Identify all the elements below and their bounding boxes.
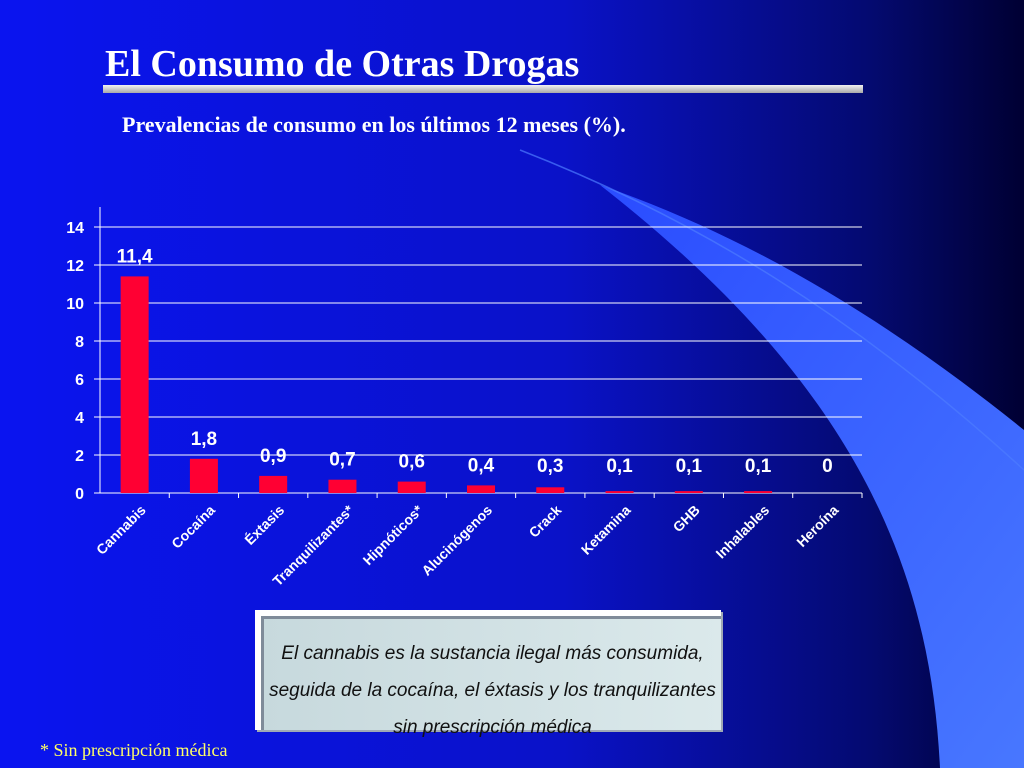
- footnote: * Sin prescripción médica: [40, 740, 228, 760]
- category-label-6: Crack: [526, 502, 565, 541]
- y-tick-label: 14: [66, 220, 84, 237]
- bar-1: [189, 458, 218, 493]
- y-tick-label: 12: [66, 258, 84, 275]
- decorative-swoosh-line: [519, 149, 1024, 471]
- category-label-2: Éxtasis: [241, 502, 287, 548]
- y-tick-label: 8: [75, 334, 84, 351]
- value-label-4: 0,6: [399, 452, 425, 473]
- bar-0: [120, 276, 149, 493]
- category-label-8: GHB: [670, 502, 703, 535]
- gridlines: [100, 226, 862, 456]
- category-label-10: Heroína: [793, 502, 841, 550]
- value-label-2: 0,9: [260, 446, 286, 467]
- y-tick-label: 2: [75, 448, 84, 465]
- bar-9: [744, 491, 773, 493]
- y-tick-label: 10: [66, 296, 84, 313]
- slide-title: El Consumo de Otras Drogas: [105, 43, 580, 85]
- value-label-1: 1,8: [191, 429, 217, 450]
- value-label-10: 0: [822, 456, 833, 477]
- value-label-7: 0,1: [606, 456, 633, 477]
- bar-4: [397, 481, 426, 493]
- value-label-3: 0,7: [329, 450, 355, 471]
- y-tick-label: 4: [75, 410, 84, 427]
- value-label-5: 0,4: [468, 455, 495, 476]
- category-label-0: Cannabis: [93, 502, 149, 558]
- category-label-7: Ketamina: [578, 502, 634, 558]
- value-label-6: 0,3: [537, 456, 563, 477]
- value-label-8: 0,1: [676, 456, 703, 477]
- value-labels: 11,4 1,8 0,9 0,7 0,6 0,4 0,3 0,1 0,1 0,1 0: [117, 246, 833, 477]
- y-tick-label: 6: [75, 372, 84, 389]
- value-label-9: 0,1: [745, 456, 772, 477]
- category-label-5: Alucinógenos: [418, 502, 495, 579]
- bar-3: [328, 479, 357, 493]
- callout-inner: El cannabis es la sustancia ilegal más c…: [261, 616, 721, 738]
- bar-6: [536, 487, 565, 493]
- bar-8: [674, 491, 703, 493]
- category-label-9: Inhalables: [712, 502, 772, 562]
- category-label-1: Cocaína: [168, 502, 218, 552]
- chart-subtitle: Prevalencias de consumo en los últimos 1…: [122, 112, 626, 137]
- category-label-4: Hipnóticos*: [360, 501, 427, 568]
- y-axis-ticks: 0 2 4 6 8 10 12 14: [66, 220, 100, 503]
- bar-2: [259, 475, 288, 493]
- bars: [120, 276, 773, 493]
- bar-5: [467, 485, 495, 493]
- bar-7: [605, 491, 634, 493]
- callout-box: El cannabis es la sustancia ilegal más c…: [255, 610, 721, 738]
- value-label-0: 11,4: [117, 246, 153, 267]
- y-tick-label: 0: [75, 486, 84, 503]
- title-underline: [103, 85, 863, 93]
- callout-text: El cannabis es la sustancia ilegal más c…: [269, 643, 716, 738]
